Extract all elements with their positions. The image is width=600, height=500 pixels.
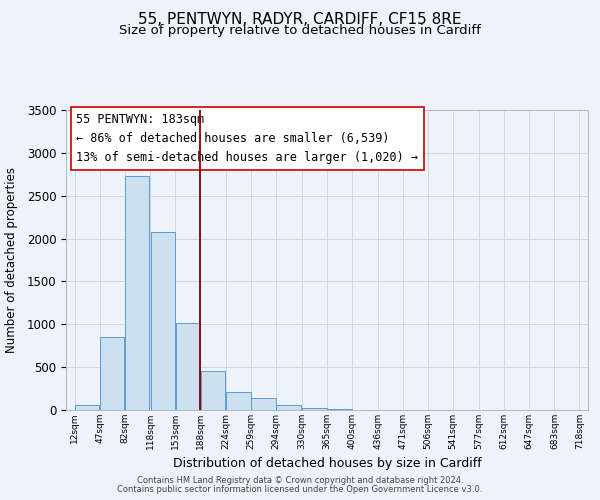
Bar: [200, 371, 225, 410]
Text: Size of property relative to detached houses in Cardiff: Size of property relative to detached ho…: [119, 24, 481, 37]
Bar: [277, 405, 301, 410]
Bar: [302, 408, 327, 410]
Bar: [125, 176, 149, 410]
Bar: [251, 398, 276, 410]
Text: Contains public sector information licensed under the Open Government Licence v3: Contains public sector information licen…: [118, 485, 482, 494]
Bar: [327, 409, 352, 410]
Bar: [75, 406, 100, 410]
Bar: [226, 392, 251, 410]
Bar: [176, 322, 200, 410]
X-axis label: Distribution of detached houses by size in Cardiff: Distribution of detached houses by size …: [173, 458, 481, 470]
Text: Contains HM Land Registry data © Crown copyright and database right 2024.: Contains HM Land Registry data © Crown c…: [137, 476, 463, 485]
Bar: [100, 336, 124, 410]
Bar: [151, 232, 175, 410]
Text: 55 PENTWYN: 183sqm
← 86% of detached houses are smaller (6,539)
13% of semi-deta: 55 PENTWYN: 183sqm ← 86% of detached hou…: [76, 113, 418, 164]
Text: 55, PENTWYN, RADYR, CARDIFF, CF15 8RE: 55, PENTWYN, RADYR, CARDIFF, CF15 8RE: [138, 12, 462, 28]
Y-axis label: Number of detached properties: Number of detached properties: [5, 167, 19, 353]
